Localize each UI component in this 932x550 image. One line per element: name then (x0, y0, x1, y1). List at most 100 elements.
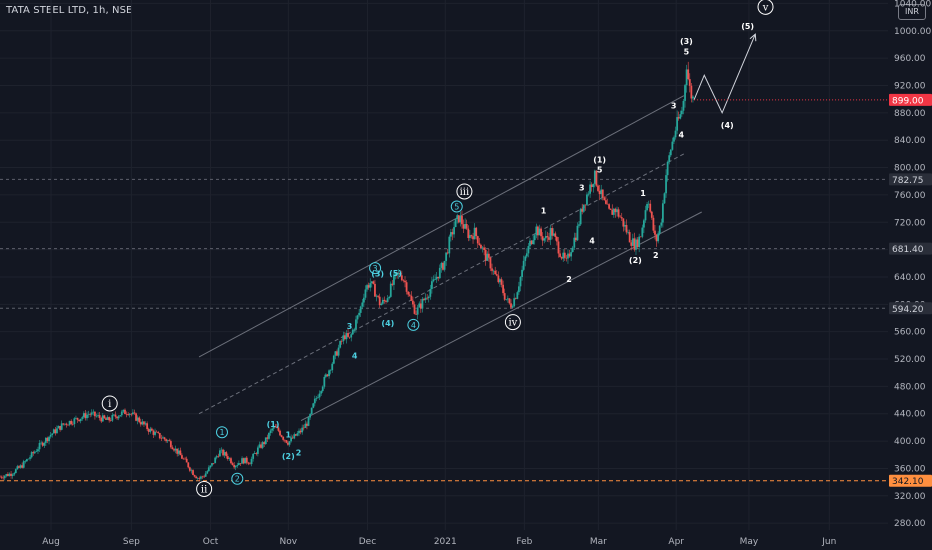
candle-body (122, 409, 125, 412)
candle-body (253, 453, 256, 454)
candle-body (98, 415, 101, 418)
candle-body (647, 203, 650, 205)
candle-body (249, 463, 251, 465)
candle-body (65, 423, 68, 425)
wave-label: (2) (629, 256, 642, 265)
candle-body (543, 238, 546, 241)
candle-body (578, 224, 580, 226)
candle-body (154, 431, 156, 435)
candle-body (288, 441, 291, 445)
candle-body (32, 452, 35, 454)
candle-body (331, 363, 334, 371)
candle-body (627, 232, 629, 233)
candle-body (343, 335, 346, 340)
candle-body (423, 298, 425, 300)
candle-body (181, 455, 183, 459)
candle-body (684, 85, 686, 101)
candle-body (372, 281, 375, 284)
candle-body (339, 341, 342, 348)
candle-body (476, 236, 479, 244)
candle-body (586, 194, 588, 205)
candle-body (424, 297, 427, 300)
candle-body (464, 223, 467, 229)
candle-body (538, 228, 541, 236)
candle-body (274, 426, 277, 428)
candle-body (14, 469, 17, 474)
candle-body (380, 303, 383, 306)
candle-body (589, 184, 592, 194)
candle-body (402, 280, 405, 281)
candle-body (135, 413, 137, 421)
candle-body (60, 423, 63, 430)
candle-body (617, 209, 620, 217)
candle-body (453, 227, 455, 235)
y-tick-label: 360.00 (894, 464, 926, 474)
candle-body (562, 252, 565, 259)
candle-body (234, 465, 237, 468)
candle-body (290, 437, 293, 442)
candle-body (226, 456, 229, 460)
wave-label-circle (757, 0, 774, 15)
candle-body (612, 208, 615, 215)
y-tick-label: 960.00 (894, 54, 926, 64)
y-tick-label: 560.00 (894, 328, 926, 338)
channel-line (198, 153, 685, 415)
candle-body (502, 284, 504, 294)
candle-body (601, 189, 604, 198)
candle-body (383, 299, 386, 302)
candle-body (87, 414, 90, 415)
candle-body (149, 428, 152, 432)
currency-button[interactable]: INR (898, 4, 926, 20)
candle-body (105, 418, 107, 420)
projection-arrowhead (749, 33, 757, 42)
candle-body (462, 224, 465, 229)
wave-label: 4 (679, 131, 685, 140)
wave-label-circle (369, 262, 382, 275)
candle-body (345, 333, 348, 340)
candle-body (386, 298, 389, 302)
x-tick-label: Jun (821, 537, 836, 547)
candle-body (468, 235, 471, 239)
x-tick-label: 2021 (434, 537, 457, 547)
candle-body (391, 283, 394, 285)
candle-body (247, 462, 250, 464)
candle-body (350, 334, 353, 338)
wave-label: 5 (454, 203, 459, 212)
candle-body (89, 414, 92, 415)
candle-body (431, 281, 433, 290)
candle-body (293, 434, 296, 439)
candle-body (30, 452, 33, 458)
candle-body (595, 170, 598, 186)
candle-body (530, 240, 533, 245)
y-tick-label: 280.00 (894, 519, 926, 529)
candle-body (362, 297, 365, 303)
candle-body (101, 415, 104, 422)
candle-body (169, 441, 172, 448)
candle-body (62, 423, 65, 425)
candle-body (282, 436, 285, 440)
projection-path (693, 33, 756, 115)
candle-body (590, 184, 593, 188)
candle-body (435, 276, 438, 280)
candle-body (190, 470, 193, 471)
candle-body (179, 450, 182, 456)
candle-body (470, 235, 473, 237)
candle-body (587, 193, 590, 195)
candle-body (46, 437, 49, 442)
candle-body (225, 452, 228, 457)
candle-body (687, 69, 690, 80)
candle-body (147, 429, 150, 432)
x-tick-label: May (740, 537, 759, 547)
candle-body (366, 285, 368, 290)
candle-body (100, 417, 103, 422)
candle-body (312, 403, 315, 408)
candle-body (506, 298, 509, 300)
candle-body (669, 149, 672, 156)
candle-body (250, 458, 253, 465)
candle-body (336, 351, 338, 356)
candle-body (223, 452, 226, 456)
candle-body (313, 398, 316, 404)
candle-body (291, 437, 294, 439)
